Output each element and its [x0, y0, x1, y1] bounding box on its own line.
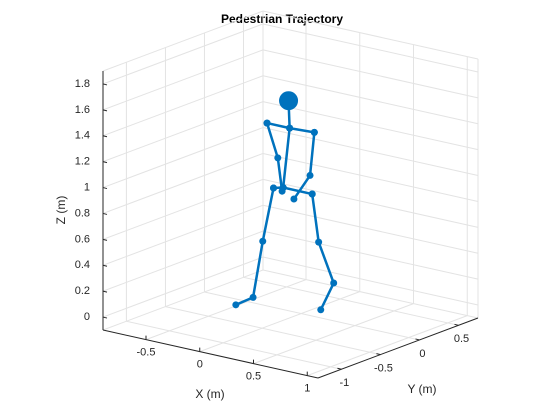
- z-tick: [102, 187, 108, 190]
- y-tick-label: -0.5: [374, 362, 393, 374]
- z-tick: [102, 316, 108, 319]
- grid-line: [262, 23, 479, 73]
- z-tick: [102, 238, 108, 241]
- grid-line: [199, 291, 360, 353]
- grid-line: [145, 279, 307, 341]
- y-tick-label: 0.5: [454, 333, 469, 345]
- grid-line: [243, 276, 459, 326]
- joint: [249, 293, 257, 301]
- joint: [269, 184, 277, 192]
- z-tick: [102, 264, 108, 267]
- y-tick-label: -1: [340, 377, 350, 389]
- x-tick-label: -0.5: [137, 347, 156, 359]
- x-tick-label: 0.5: [246, 371, 261, 383]
- box-edge: [102, 269, 264, 331]
- joint: [290, 195, 298, 203]
- z-tick: [102, 161, 108, 164]
- joint: [232, 301, 240, 309]
- z-tick: [102, 135, 108, 138]
- joint: [317, 306, 325, 314]
- box-edge: [262, 269, 479, 319]
- y-tick-label: 0: [419, 348, 425, 360]
- head: [279, 91, 299, 111]
- joint: [315, 238, 323, 246]
- joint: [330, 279, 338, 287]
- joint: [306, 171, 314, 179]
- joint: [263, 119, 271, 127]
- grid-line: [262, 256, 479, 306]
- grid-line: [253, 303, 414, 365]
- box-edge: [262, 10, 479, 60]
- grid-line: [102, 178, 264, 240]
- grid-line: [262, 127, 479, 177]
- y-tick: [454, 323, 459, 326]
- grid-line: [102, 101, 264, 163]
- grid-line: [102, 49, 264, 111]
- grid-line: [262, 204, 479, 254]
- grid-line: [262, 101, 479, 151]
- z-tick-label: 1.6: [75, 104, 90, 116]
- z-tick-label: 1.2: [75, 156, 90, 168]
- limb: [310, 193, 336, 311]
- y-axis-label: Y (m): [407, 382, 436, 396]
- z-tick-label: 0.2: [75, 285, 90, 297]
- x-axis-label: X (m): [195, 387, 224, 401]
- z-tick-label: 1: [84, 181, 90, 193]
- grid-line: [102, 23, 264, 85]
- grid-line: [262, 230, 479, 280]
- y-tick: [376, 353, 381, 356]
- grid-line: [102, 256, 264, 318]
- grid-line: [102, 204, 264, 266]
- grid-line: [262, 152, 479, 202]
- grid-line: [102, 230, 264, 292]
- grid-line: [102, 152, 264, 214]
- z-axis-label: Z (m): [54, 196, 68, 225]
- limb: [235, 187, 275, 306]
- z-tick-label: 1.8: [75, 78, 90, 90]
- z-tick: [102, 290, 108, 293]
- x-tick-label: 1: [304, 383, 310, 395]
- z-tick: [102, 212, 108, 215]
- joint: [274, 154, 282, 162]
- grid-line: [102, 75, 264, 137]
- z-tick-label: 0.6: [75, 233, 90, 245]
- joint: [310, 128, 318, 136]
- chart-title: Pedestrian Trajectory: [221, 12, 343, 26]
- z-tick-label: 0.8: [75, 207, 90, 219]
- y-axis: [317, 317, 479, 379]
- grid-line: [262, 49, 479, 99]
- z-tick-label: 1.4: [75, 130, 90, 142]
- joint: [259, 237, 267, 245]
- z-tick: [102, 109, 108, 112]
- grid-line: [165, 306, 381, 356]
- x-tick-label: 0: [197, 359, 203, 371]
- x-axis: [102, 329, 319, 379]
- z-tick-label: 0: [84, 311, 90, 323]
- y-tick: [415, 338, 420, 341]
- joint: [308, 190, 316, 198]
- z-tick-label: 0.4: [75, 259, 90, 271]
- box-edge: [102, 10, 264, 72]
- grid-line: [262, 178, 479, 228]
- joint: [286, 124, 294, 132]
- y-tick: [337, 367, 342, 370]
- joint: [279, 184, 287, 192]
- grid-line: [204, 291, 420, 341]
- grid-line: [307, 315, 468, 377]
- grid-line: [126, 320, 342, 370]
- grid-line: [102, 127, 264, 189]
- z-tick: [102, 83, 108, 86]
- grid-line: [262, 75, 479, 125]
